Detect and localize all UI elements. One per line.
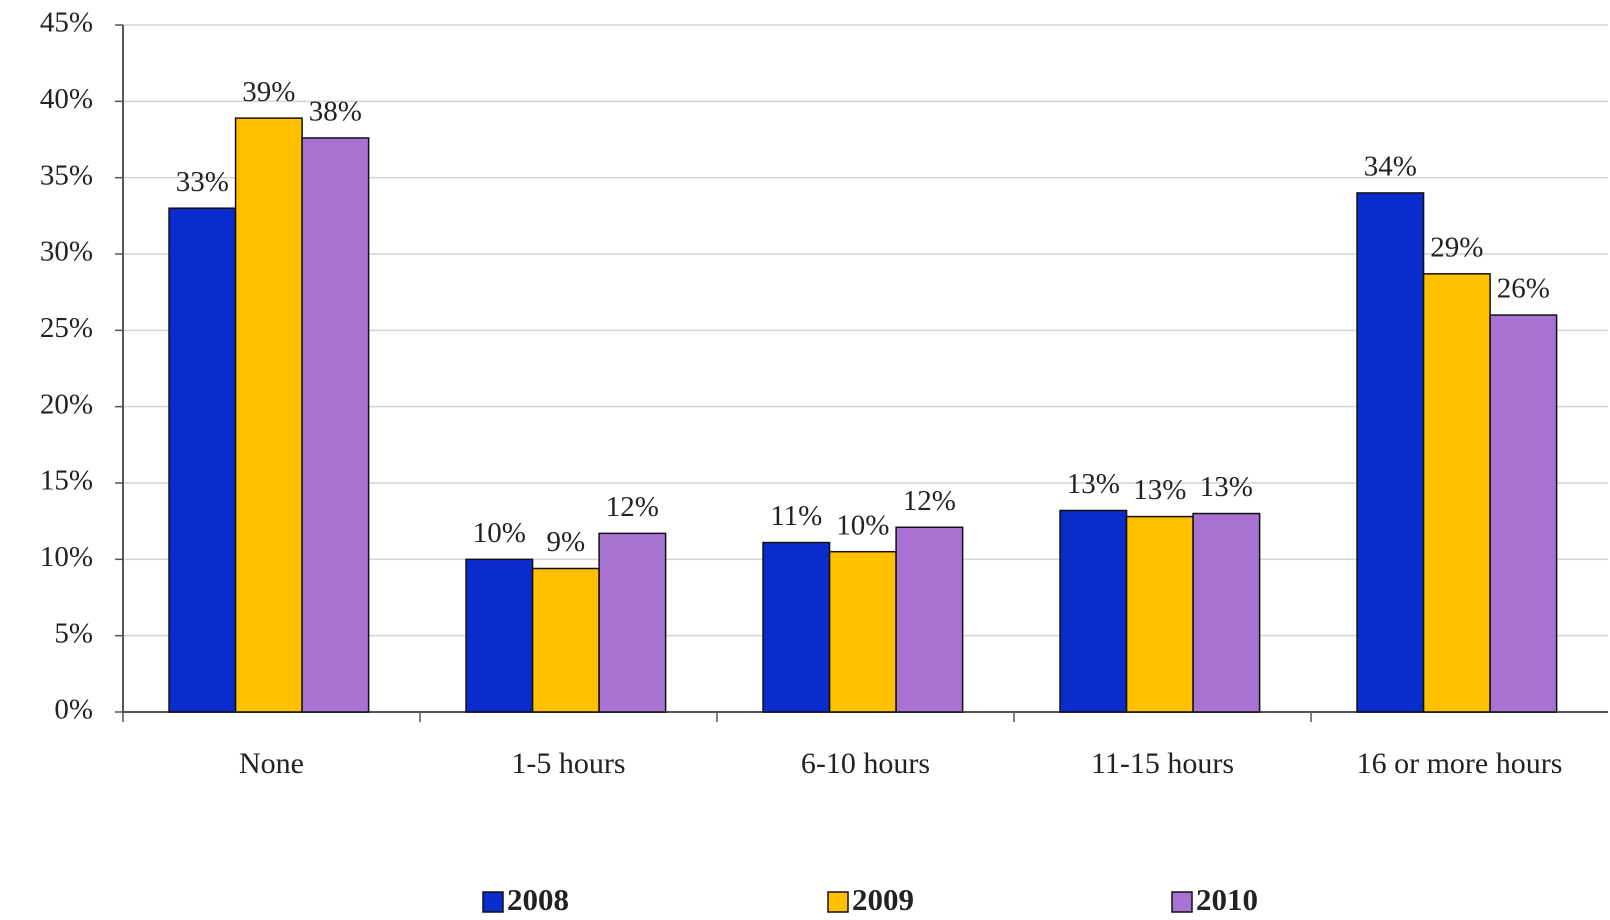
value-label: 34% bbox=[1364, 151, 1417, 183]
x-label-box: 16 or more hours bbox=[1356, 747, 1563, 780]
bar bbox=[1422, 273, 1491, 713]
x-label-box: 11-15 hours bbox=[1090, 747, 1235, 780]
value-label: 9% bbox=[546, 526, 585, 558]
value-label: 13% bbox=[1067, 468, 1120, 500]
bar bbox=[762, 541, 831, 713]
legend-swatch bbox=[482, 891, 504, 913]
legend-label: 2009 bbox=[852, 882, 914, 917]
value-label: 26% bbox=[1497, 273, 1550, 305]
y-tick-label: 15% bbox=[40, 465, 93, 497]
legend-label: 2010 bbox=[1196, 882, 1258, 917]
value-label: 13% bbox=[1200, 471, 1253, 503]
bar bbox=[828, 550, 897, 713]
y-tick-label: 45% bbox=[40, 7, 93, 39]
value-label: 13% bbox=[1133, 474, 1186, 506]
y-tick-label: 5% bbox=[54, 617, 93, 649]
y-tick-label: 10% bbox=[40, 541, 93, 573]
y-tick-label: 40% bbox=[40, 83, 93, 115]
bar bbox=[1356, 192, 1425, 713]
value-label: 33% bbox=[176, 166, 229, 198]
x-tick-label: 6-10 hours bbox=[800, 747, 931, 780]
bar bbox=[168, 207, 237, 713]
value-label: 12% bbox=[606, 491, 659, 523]
value-label: 12% bbox=[903, 485, 956, 517]
bar bbox=[1125, 515, 1194, 713]
legend-swatch bbox=[1171, 891, 1193, 913]
y-tick-label: 25% bbox=[40, 312, 93, 344]
x-label-box: None bbox=[239, 747, 304, 780]
legend-label: 2008 bbox=[507, 882, 569, 917]
x-tick-label: None bbox=[239, 747, 304, 780]
value-label: 38% bbox=[309, 96, 362, 128]
x-tick-label: 16 or more hours bbox=[1356, 747, 1563, 780]
bar bbox=[1059, 509, 1128, 713]
bar bbox=[465, 558, 534, 713]
x-label-box: 6-10 hours bbox=[800, 747, 931, 780]
value-label: 29% bbox=[1430, 232, 1483, 264]
x-tick-label: 1-5 hours bbox=[511, 747, 626, 780]
bar bbox=[1489, 314, 1558, 713]
bar bbox=[598, 532, 667, 713]
y-tick-label: 30% bbox=[40, 236, 93, 268]
bar bbox=[234, 117, 303, 713]
value-label: 39% bbox=[242, 76, 295, 108]
bar bbox=[1192, 512, 1261, 713]
bar bbox=[895, 526, 964, 713]
x-tick-label: 11-15 hours bbox=[1090, 747, 1235, 780]
value-label: 10% bbox=[836, 509, 889, 541]
y-tick-label: 35% bbox=[40, 159, 93, 191]
y-tick-label: 0% bbox=[54, 694, 93, 726]
legend-swatch bbox=[827, 891, 849, 913]
bar bbox=[531, 567, 600, 713]
value-label: 11% bbox=[770, 500, 822, 532]
value-label: 10% bbox=[473, 517, 526, 549]
bar bbox=[301, 137, 370, 713]
x-label-box: 1-5 hours bbox=[511, 747, 626, 780]
y-tick-label: 20% bbox=[40, 388, 93, 420]
